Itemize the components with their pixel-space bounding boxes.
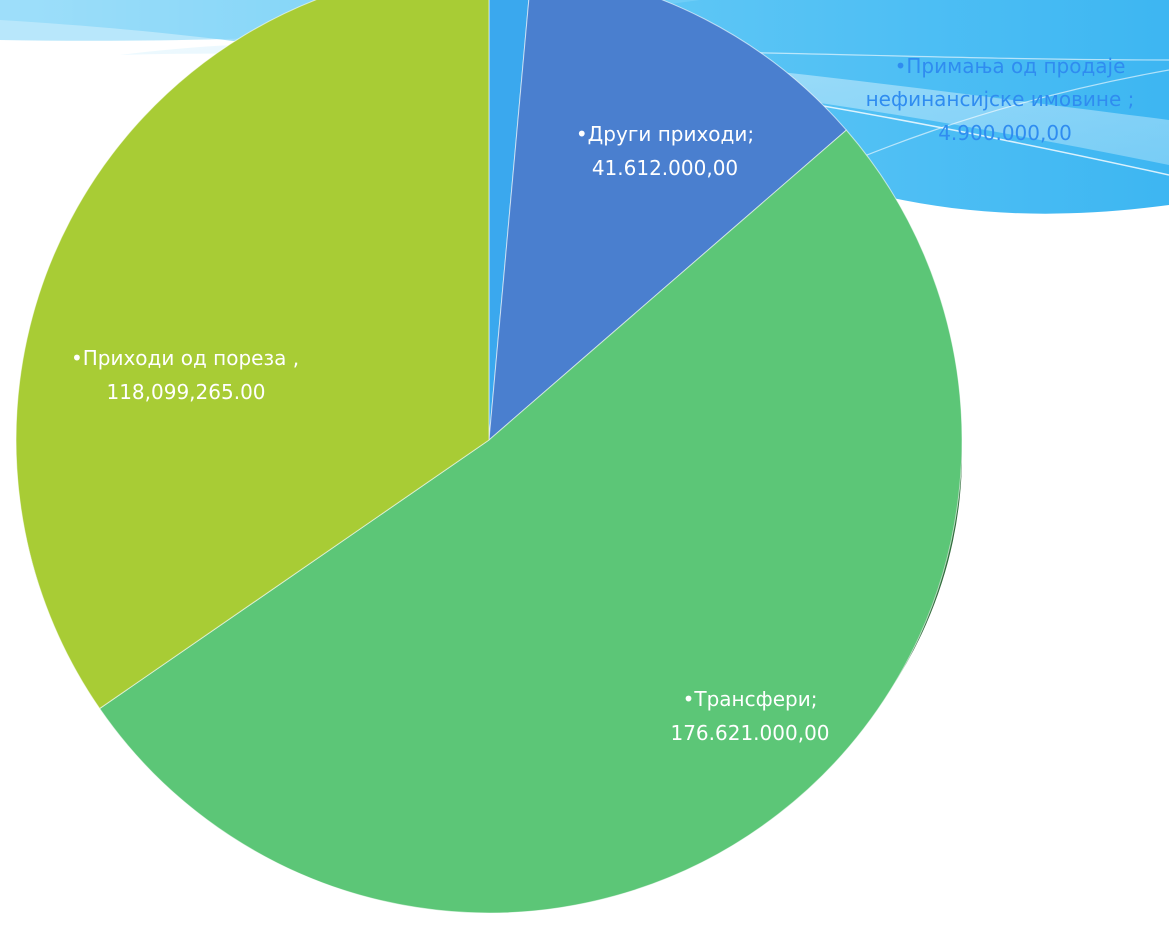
label-porez-line1: •Приходи од пореза , bbox=[71, 346, 299, 370]
label-drugi-prihodi: •Други приходи; 41.612.000,00 bbox=[576, 122, 754, 180]
label-drugi-value: 41.612.000,00 bbox=[592, 156, 738, 180]
label-drugi-line1: •Други приходи; bbox=[576, 122, 754, 146]
label-porez-value: 118,099,265.00 bbox=[106, 380, 265, 404]
label-primanja-line1: •Примања од продаје bbox=[895, 54, 1126, 78]
label-transferi-value: 176.621.000,00 bbox=[670, 721, 829, 745]
label-primanja-value: 4.900.000,00 bbox=[938, 121, 1072, 145]
label-primanja: •Примања од продаје нефинансијске имовин… bbox=[866, 54, 1135, 145]
label-primanja-line2: нефинансијске имовине ; bbox=[866, 87, 1135, 111]
label-transferi: •Трансфери; 176.621.000,00 bbox=[670, 687, 829, 745]
label-transferi-line1: •Трансфери; bbox=[683, 687, 818, 711]
label-porez: •Приходи од пореза , 118,099,265.00 bbox=[71, 346, 299, 404]
pie-slice-drugi-prihodi bbox=[488, 0, 848, 442]
pie-slices bbox=[15, 0, 963, 914]
pie-slice-porez bbox=[15, 0, 490, 710]
pie-slice-transferi bbox=[98, 129, 963, 914]
